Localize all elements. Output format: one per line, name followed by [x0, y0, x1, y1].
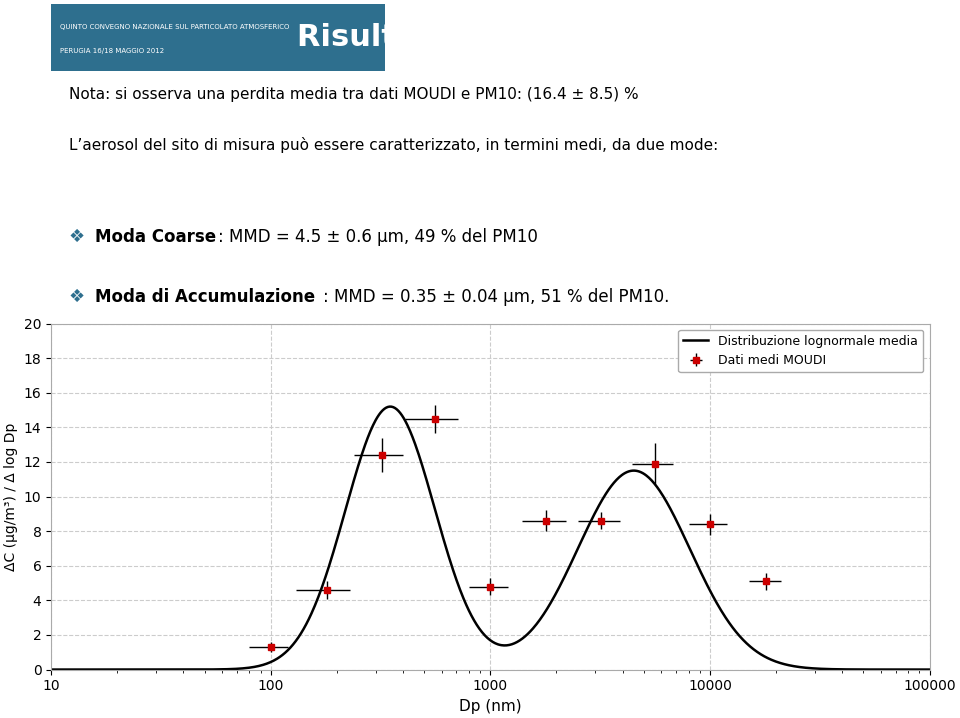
- Distribuzione lognormale media: [650, 480, 661, 489]
- Legend: Distribuzione lognormale media, Dati medi MOUDI: Distribuzione lognormale media, Dati med…: [679, 330, 924, 372]
- Distribuzione lognormale media: [747, 644, 758, 653]
- Text: Moda Coarse: Moda Coarse: [95, 228, 216, 246]
- Distribuzione lognormale media: [385, 402, 396, 411]
- Text: QUINTO CONVEGNO NAZIONALE SUL PARTICOLATO ATMOSFERICO: QUINTO CONVEGNO NAZIONALE SUL PARTICOLAT…: [60, 24, 289, 30]
- Text: ❖: ❖: [69, 228, 90, 246]
- Distribuzione lognormale media: [135, 666, 147, 674]
- Text: : MMD = 0.35 ± 0.04 μm, 51 % del PM10.: : MMD = 0.35 ± 0.04 μm, 51 % del PM10.: [324, 288, 670, 306]
- Distribuzione lognormale media: [924, 666, 935, 674]
- Text: Nota: si osserva una perdita media tra dati MOUDI e PM10: (16.4 ± 8.5) %: Nota: si osserva una perdita media tra d…: [69, 87, 638, 102]
- Distribuzione lognormale media: [433, 519, 444, 528]
- Distribuzione lognormale media: [732, 629, 743, 638]
- Text: ❖: ❖: [69, 288, 90, 306]
- Distribuzione lognormale media: [401, 421, 413, 429]
- Text: PERUGIA 16/18 MAGGIO 2012: PERUGIA 16/18 MAGGIO 2012: [60, 47, 164, 54]
- X-axis label: Dp (nm): Dp (nm): [459, 699, 521, 714]
- Text: Risultati e discussione: Risultati e discussione: [297, 23, 684, 52]
- Line: Distribuzione lognormale media: Distribuzione lognormale media: [51, 406, 929, 670]
- Distribuzione lognormale media: [45, 666, 57, 674]
- Text: Moda di Accumulazione: Moda di Accumulazione: [95, 288, 315, 306]
- Bar: [51, 4, 385, 70]
- Text: L’aerosol del sito di misura può essere caratterizzato, in termini medi, da due : L’aerosol del sito di misura può essere …: [69, 137, 718, 153]
- Text: : MMD = 4.5 ± 0.6 μm, 49 % del PM10: : MMD = 4.5 ± 0.6 μm, 49 % del PM10: [218, 228, 538, 246]
- Y-axis label: ΔC (μg/m³) / Δ log Dp: ΔC (μg/m³) / Δ log Dp: [4, 422, 18, 571]
